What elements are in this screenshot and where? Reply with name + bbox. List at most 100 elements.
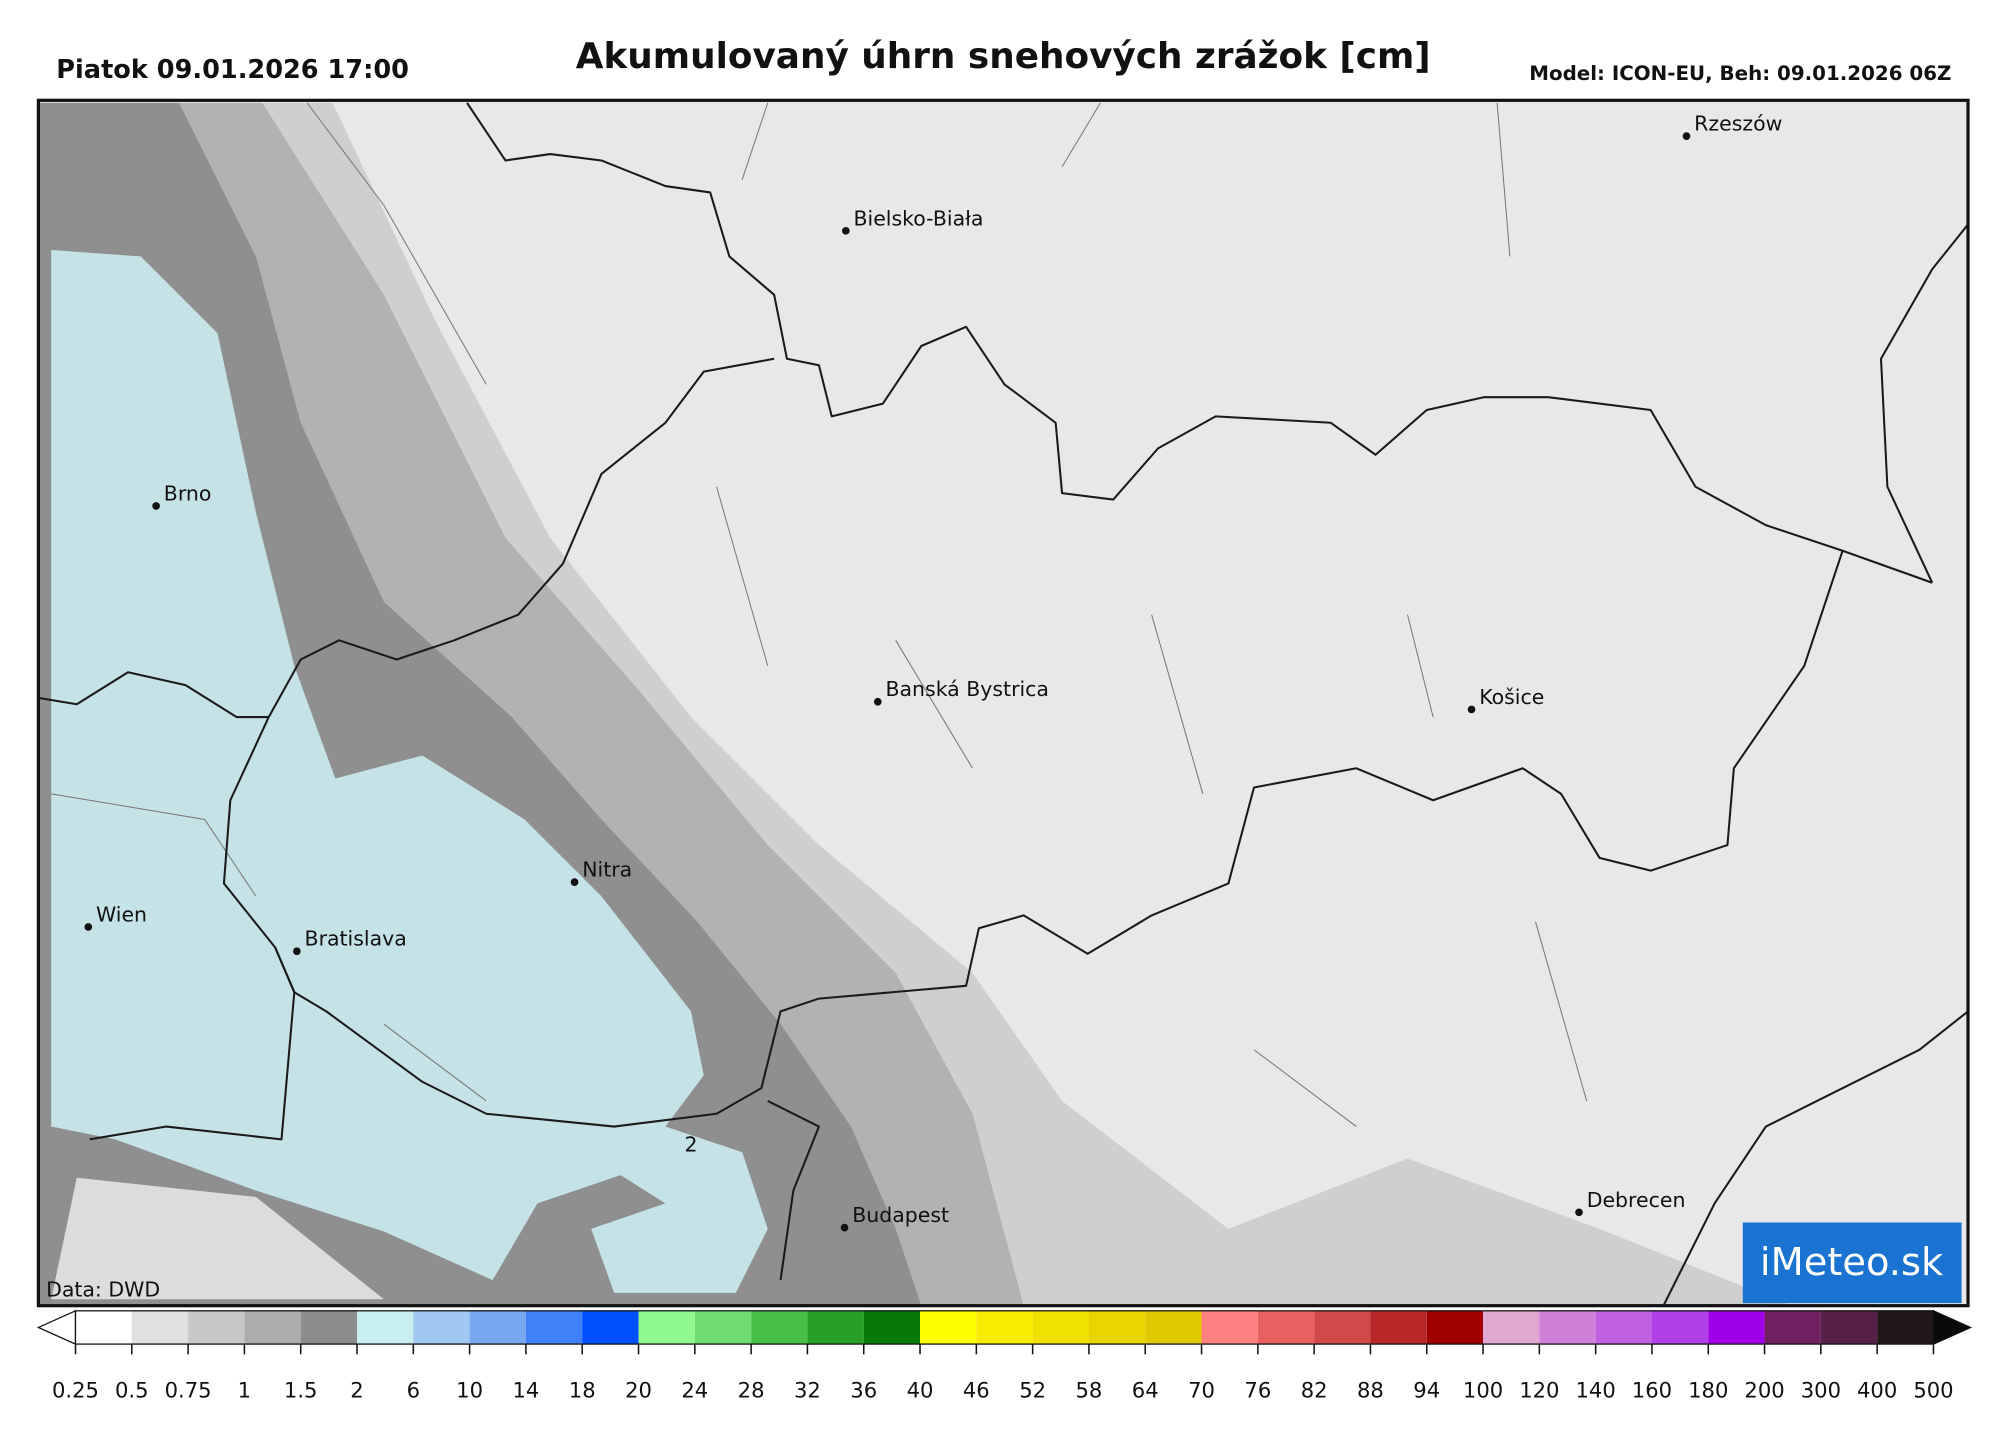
city-label: Banská Bystrica bbox=[885, 677, 1049, 701]
colorbar-tick-label: 18 bbox=[569, 1377, 596, 1402]
colorbar-segment bbox=[1539, 1310, 1596, 1345]
city-dot bbox=[841, 226, 850, 235]
colorbar-segment bbox=[976, 1310, 1033, 1345]
colorbar-tick-label: 400 bbox=[1857, 1377, 1897, 1402]
colorbar-tick-label: 1 bbox=[238, 1377, 251, 1402]
colorbar-segment bbox=[1314, 1310, 1371, 1345]
contour-label: 2 bbox=[684, 1133, 697, 1157]
header-left: Piatok 09.01.2026 17:00 bbox=[56, 55, 409, 85]
colorbar-segment bbox=[1483, 1310, 1540, 1345]
city-dot bbox=[84, 923, 93, 931]
city-label: Nitra bbox=[582, 858, 632, 882]
colorbar-segment bbox=[638, 1310, 695, 1345]
colorbar-tick-label: 1.5 bbox=[284, 1377, 318, 1402]
city-label: Debrecen bbox=[1587, 1188, 1686, 1212]
colorbar-segment bbox=[1145, 1310, 1202, 1345]
city-dot bbox=[1575, 1208, 1583, 1217]
colorbar-tick-label: 64 bbox=[1132, 1377, 1159, 1402]
colorbar-segment bbox=[1426, 1310, 1484, 1345]
colorbar-tick-label: 14 bbox=[512, 1377, 539, 1402]
country-border bbox=[38, 223, 1969, 1307]
city-dot bbox=[570, 878, 579, 886]
city-dot bbox=[293, 947, 301, 956]
region-boundary bbox=[51, 102, 1588, 1127]
city-dot bbox=[1682, 132, 1691, 140]
colorbar-tick-label: 58 bbox=[1075, 1377, 1102, 1402]
colorbar: 0.25 0.5 0.75 1 1.5 2 6 10 14 18 20 24 28 32 36 40 46 52 5… bbox=[36, 1309, 1973, 1402]
colorbar-tick-label: 94 bbox=[1413, 1377, 1440, 1402]
city-label: Košice bbox=[1479, 685, 1544, 709]
colorbar-segment bbox=[188, 1310, 245, 1345]
colorbar-segment bbox=[75, 1310, 132, 1345]
colorbar-segment bbox=[1257, 1310, 1315, 1345]
colorbar-segment bbox=[1764, 1310, 1821, 1345]
colorbar-tick-label: 70 bbox=[1188, 1377, 1215, 1402]
colorbar-tick-label: 6 bbox=[407, 1377, 420, 1402]
colorbar-under bbox=[36, 1309, 77, 1346]
city-label: Rzeszów bbox=[1694, 112, 1782, 136]
colorbar-tick-label: 0.75 bbox=[165, 1377, 212, 1402]
colorbar-tick-label: 120 bbox=[1519, 1377, 1559, 1402]
colorbar-tick-label: 46 bbox=[963, 1377, 990, 1402]
colorbar-segment bbox=[582, 1310, 639, 1345]
colorbar-over bbox=[1932, 1309, 1973, 1346]
city-dot bbox=[873, 697, 882, 706]
colorbar-segment bbox=[469, 1310, 526, 1345]
colorbar-segment bbox=[807, 1310, 864, 1345]
city-label: Wien bbox=[96, 902, 147, 926]
colorbar-segment bbox=[920, 1310, 977, 1345]
colorbar-tick-label: 160 bbox=[1632, 1377, 1672, 1402]
colorbar-segment bbox=[1708, 1310, 1765, 1345]
colorbar-segment bbox=[525, 1310, 583, 1345]
colorbar-frame bbox=[74, 1310, 1935, 1345]
colorbar-tick-label: 28 bbox=[738, 1377, 765, 1402]
city-label: Bratislava bbox=[305, 927, 407, 951]
map-frame bbox=[36, 98, 1970, 1308]
colorbar-segment bbox=[751, 1310, 808, 1345]
map: Rzeszów Bielsko-Biała Brno Banská Bystri… bbox=[36, 98, 1970, 1308]
colorbar-tick-label: 76 bbox=[1244, 1377, 1271, 1402]
colorbar-tick-label: 32 bbox=[794, 1377, 821, 1402]
colorbar-segment bbox=[413, 1310, 470, 1345]
header-right: Model: ICON-EU, Beh: 09.01.2026 06Z bbox=[1529, 62, 1951, 85]
colorbar-tick-label: 100 bbox=[1463, 1377, 1503, 1402]
colorbar-segment bbox=[357, 1310, 414, 1345]
colorbar-segment bbox=[244, 1310, 301, 1345]
logo: iMeteo.sk bbox=[1760, 1240, 1944, 1285]
credit: Data: DWD bbox=[46, 1277, 160, 1301]
country-border bbox=[222, 357, 1844, 1128]
colorbar-tick-label: 180 bbox=[1688, 1377, 1728, 1402]
colorbar-tick-label: 20 bbox=[625, 1377, 652, 1402]
city-label: Brno bbox=[164, 481, 212, 505]
colorbar-segment bbox=[863, 1310, 921, 1345]
colorbar-tick-label: 2 bbox=[350, 1377, 363, 1402]
city-label: Budapest bbox=[852, 1203, 949, 1227]
colorbar-segment bbox=[300, 1310, 358, 1345]
colorbar-segment bbox=[1201, 1310, 1258, 1345]
colorbar-tick-label: 40 bbox=[907, 1377, 934, 1402]
colorbar-tick-label: 24 bbox=[681, 1377, 708, 1402]
city-dot bbox=[840, 1223, 849, 1232]
colorbar-tick-label: 82 bbox=[1301, 1377, 1328, 1402]
colorbar-segment bbox=[694, 1310, 752, 1345]
country-border bbox=[466, 102, 1933, 584]
snow-band bbox=[51, 250, 768, 1293]
city-dot bbox=[152, 502, 160, 510]
colorbar-tick-label: 500 bbox=[1913, 1377, 1953, 1402]
snow-band bbox=[51, 1177, 384, 1300]
colorbar-tick-label: 10 bbox=[456, 1377, 483, 1402]
colorbar-segment bbox=[1820, 1310, 1878, 1345]
colorbar-tick-label: 300 bbox=[1801, 1377, 1841, 1402]
colorbar-tick-label: 36 bbox=[850, 1377, 877, 1402]
colorbar-segment bbox=[1651, 1310, 1709, 1345]
title: Akumulovaný úhrn snehových zrážok [cm] bbox=[576, 36, 1431, 77]
colorbar-tick-label: 200 bbox=[1744, 1377, 1784, 1402]
colorbar-segment bbox=[131, 1310, 189, 1345]
city-label: Bielsko-Biała bbox=[853, 206, 983, 230]
colorbar-segment bbox=[1370, 1310, 1427, 1345]
colorbar-tick-label: 140 bbox=[1576, 1377, 1616, 1402]
colorbar-tick-label: 0.5 bbox=[115, 1377, 149, 1402]
colorbar-segment bbox=[1595, 1310, 1652, 1345]
colorbar-segment bbox=[1877, 1310, 1934, 1345]
